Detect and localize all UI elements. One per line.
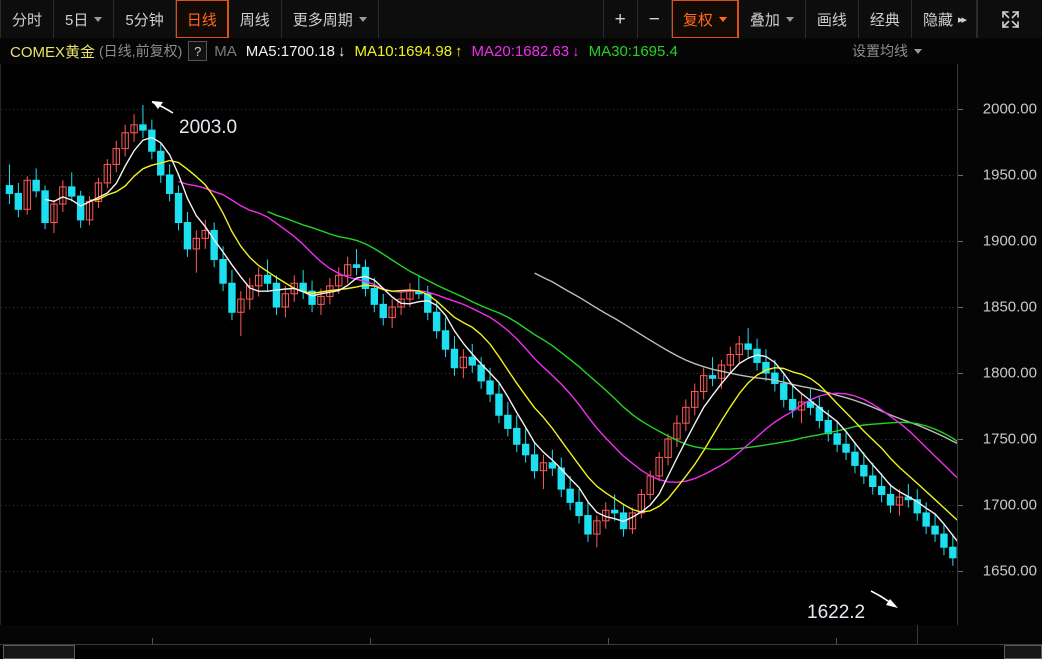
toolbar-spacer (378, 0, 603, 38)
price-axis-tick (958, 241, 963, 242)
toolbar-button-more-periods[interactable]: 更多周期 (281, 0, 379, 38)
price-axis-label: 1850.00 (982, 298, 1037, 316)
instrument-title: COMEX黄金 (10, 43, 96, 61)
toolbar-button-label: 隐藏 (922, 11, 953, 29)
toolbar-button-weekly[interactable]: 周线 (228, 0, 282, 38)
set-ma-label: 设置均线 (852, 43, 908, 59)
gridline (1, 307, 958, 308)
fullscreen-button[interactable] (977, 0, 1042, 38)
toolbar-button-label: 经典 (869, 11, 900, 29)
chevron-down-icon (358, 16, 367, 22)
toolbar-button-overlay[interactable]: 叠加 (738, 0, 806, 38)
axis-separator (917, 625, 918, 644)
peak-annotation: 2003.0 (179, 117, 238, 138)
toolbar-button-label: 分时 (12, 11, 43, 29)
price-axis-tick (958, 505, 963, 506)
period-button-group: 分时 5日 5分钟 日线 周线 更多周期 (0, 0, 379, 38)
price-axis-tick (958, 109, 963, 110)
moving-average-lines (44, 136, 958, 544)
chart-info-bar: COMEX黄金 (日线,前复权) ? MA MA5:1700.18 ↓ MA10:1… (0, 38, 1042, 64)
gridline (1, 439, 958, 440)
ma-value-list: MA5:1700.18 ↓ MA10:1694.98 ↑ MA20:1682.63 ↓ MA… (237, 43, 678, 60)
ma-value-ma30: MA30:1695.4 (588, 42, 678, 60)
toolbar-button-five-minute[interactable]: 5分钟 (114, 0, 176, 38)
toolbar-button-hide[interactable]: 隐藏 ▸▸ (911, 0, 977, 38)
chevron-down-icon (914, 48, 922, 54)
toolbar-button-label: 5日 (65, 11, 89, 29)
toolbar-button-five-day[interactable]: 5日 (54, 0, 115, 38)
gridline (1, 175, 958, 176)
time-axis-tick (608, 638, 609, 645)
time-axis-tick (836, 638, 837, 645)
price-axis-label: 2000.00 (982, 100, 1037, 118)
toolbar-button-label: 5分钟 (125, 11, 164, 29)
price-axis-label: 1800.00 (982, 364, 1037, 382)
ma-trend-arrow-ma5: ↓ (337, 42, 346, 60)
toolbar-button-label: 更多周期 (292, 11, 353, 29)
gridline (1, 241, 958, 242)
set-ma-button[interactable]: 设置均线 (852, 38, 922, 64)
price-axis-label: 1750.00 (982, 430, 1037, 448)
trough-annotation: 1622.2 (807, 602, 866, 623)
toolbar-button-timeshare[interactable]: 分时 (0, 0, 55, 38)
toolbar-button-adjust-price[interactable]: 复权 (671, 0, 739, 38)
double-chevron-right-icon: ▸▸ (957, 13, 967, 26)
toolbar-button-zoom-out[interactable]: − (637, 0, 672, 38)
gridline (1, 571, 958, 572)
price-chart-plot[interactable]: 2003.0 1622.2 (0, 64, 958, 625)
toolbar-button-label: 复权 (682, 11, 713, 29)
toolbar-button-label: − (648, 8, 660, 30)
toolbar-button-label: 周线 (239, 11, 270, 29)
ma-value-ma5: MA5:1700.18 (245, 42, 335, 60)
fullscreen-icon (1001, 10, 1019, 28)
price-axis-tick (958, 175, 963, 176)
tool-button-group: + − 复权 叠加 画线 经典 隐藏 ▸▸ (602, 0, 977, 38)
price-axis-tick (958, 571, 963, 572)
gridline (1, 505, 958, 506)
help-button[interactable]: ? (188, 41, 208, 61)
ma-trend-arrow-ma20: ↓ (572, 42, 580, 60)
toolbar-button-draw-line[interactable]: 画线 (805, 0, 859, 38)
gridline (1, 109, 958, 110)
chevron-down-icon (718, 16, 727, 22)
toolbar-button-label: 叠加 (749, 11, 780, 29)
price-axis-tick (958, 307, 963, 308)
ma-trend-arrow-ma10: ↑ (455, 42, 463, 60)
toolbar-button-zoom-in[interactable]: + (602, 0, 638, 38)
time-axis (0, 625, 1042, 659)
ma-indicator-label: MA (214, 42, 237, 60)
candlestick-series (5, 105, 957, 566)
chevron-down-icon (94, 16, 103, 22)
horizontal-scrollbar-handle[interactable] (3, 645, 75, 659)
toolbar: 分时 5日 5分钟 日线 周线 更多周期 + − 复权 叠加 画线 经典 隐藏 ▸▸ (0, 0, 1042, 39)
chevron-down-icon (785, 16, 794, 22)
price-axis-label: 1950.00 (982, 166, 1037, 184)
toolbar-button-daily[interactable]: 日线 (175, 0, 229, 38)
ma-value-ma20: MA20:1682.63 (471, 42, 570, 60)
instrument-subtitle: (日线,前复权) (99, 43, 183, 59)
time-axis-tick (152, 638, 153, 645)
annotation-arrows (151, 101, 898, 608)
toolbar-button-label: 画线 (816, 11, 847, 29)
time-axis-tick (370, 638, 371, 645)
price-axis-label: 1650.00 (982, 562, 1037, 580)
price-axis-label: 1700.00 (982, 496, 1037, 514)
ma-value-ma10: MA10:1694.98 (354, 42, 453, 60)
toolbar-button-classic[interactable]: 经典 (858, 0, 912, 38)
price-axis-label: 1900.00 (982, 232, 1037, 250)
gridline (1, 373, 958, 374)
toolbar-button-label: + (614, 8, 626, 30)
horizontal-scrollbar-handle-right[interactable] (1004, 645, 1042, 659)
toolbar-button-label: 日线 (186, 11, 217, 29)
price-axis-tick (958, 439, 963, 440)
price-axis-tick (958, 373, 963, 374)
price-axis[interactable]: 2000.00 1950.00 1900.00 1850.00 1800.00 1750.… (957, 64, 1042, 625)
axis-line (0, 644, 1042, 645)
